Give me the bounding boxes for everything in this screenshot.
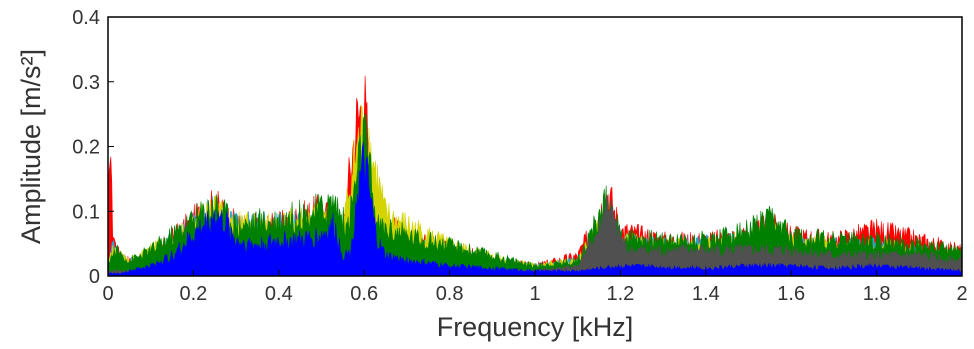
y-tick-label: 0.2 xyxy=(72,137,100,159)
x-tick-label: 0.6 xyxy=(350,283,378,305)
x-tick-label: 0.4 xyxy=(265,283,293,305)
x-tick-label: 0.2 xyxy=(179,283,207,305)
y-tick-label: 0.3 xyxy=(72,72,100,94)
y-tick-label: 0.1 xyxy=(72,201,100,223)
ticks-layer: 0 0.2 0.4 0.6 0.8 1 1.2 1.4 1.6 1.8 2 0 0.1 0.2 0.3 0.4 xyxy=(72,7,967,305)
x-tick-label: 0 xyxy=(102,283,113,305)
x-tick-label: 2 xyxy=(956,283,967,305)
y-tick-label: 0.4 xyxy=(72,7,100,29)
series-layer xyxy=(107,75,963,277)
x-tick-label: 1.2 xyxy=(606,283,634,305)
y-tick-label: 0 xyxy=(89,266,100,288)
x-tick-label: 1.8 xyxy=(863,283,891,305)
x-tick-label: 1.4 xyxy=(692,283,720,305)
x-tick-label: 1.6 xyxy=(777,283,805,305)
x-axis-title: Frequency [kHz] xyxy=(437,312,634,342)
y-axis-title: Amplitude [m/s²] xyxy=(16,49,46,244)
x-tick-label: 0.8 xyxy=(436,283,464,305)
x-tick-label: 1 xyxy=(529,283,540,305)
